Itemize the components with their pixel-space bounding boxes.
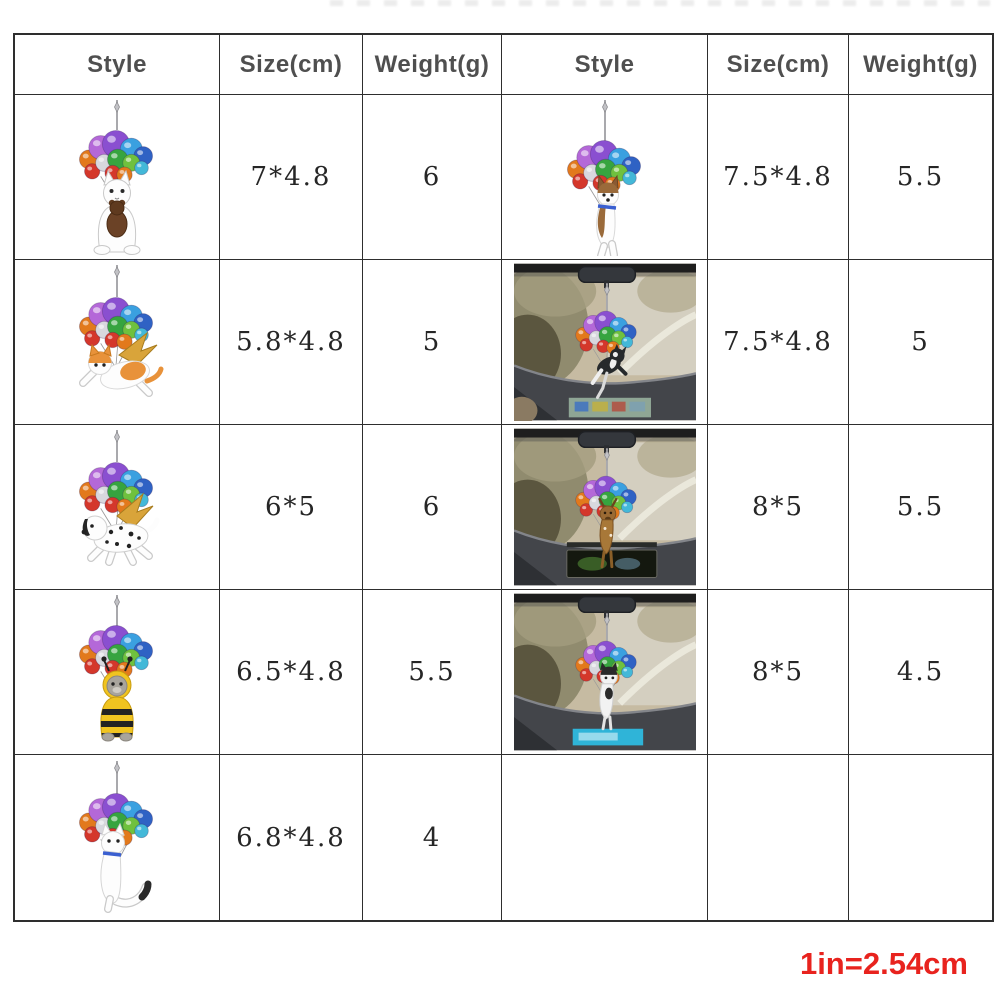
weight-value: 5.5 [849,425,992,590]
winged-dalmatian-balloon-pendant [42,428,192,586]
size-value: 7*4.8 [220,95,363,260]
cropped-text-fragment [330,0,990,6]
header-size-left: Size(cm) [220,35,363,95]
brown-puppy-balloon-pendant [530,98,680,256]
white-cat-teddy-balloon-pendant [42,98,192,256]
size-value: 7.5*4.8 [708,260,849,425]
style-cell [15,260,220,425]
header-weight-right: Weight(g) [849,35,992,95]
size-value: 6*5 [220,425,363,590]
header-weight-left: Weight(g) [363,35,502,95]
header-size-right: Size(cm) [708,35,849,95]
weight-value: 6 [363,95,502,260]
size-value [708,755,849,920]
style-cell [15,755,220,920]
header-style-left: Style [15,35,220,95]
white-cat-balloon-pendant [42,759,192,917]
style-cell [15,95,220,260]
header-style-right: Style [502,35,708,95]
style-cell [502,590,708,755]
winged-orange-cat-balloon-pendant [42,263,192,421]
size-value: 6.5*4.8 [220,590,363,755]
style-cell [502,260,708,425]
style-cell [502,425,708,590]
size-value: 8*5 [708,425,849,590]
car-photo-deer-balloon-pendant [513,428,696,586]
size-value: 7.5*4.8 [708,95,849,260]
weight-value: 5 [363,260,502,425]
style-cell [502,95,708,260]
weight-value: 5.5 [849,95,992,260]
size-value: 8*5 [708,590,849,755]
weight-value: 5 [849,260,992,425]
style-cell [15,590,220,755]
bee-costume-cat-balloon-pendant [42,593,192,751]
style-cell [15,425,220,590]
car-photo-puppy-balloon-pendant [513,593,696,751]
unit-conversion-note: 1in=2.54cm [799,946,968,981]
weight-value [849,755,992,920]
weight-value: 4.5 [849,590,992,755]
weight-value: 5.5 [363,590,502,755]
size-chart-table: Style Size(cm) Weight(g) Style Size(cm) … [13,33,994,922]
car-photo-black-white-dog-balloon-pendant [513,263,696,421]
weight-value: 6 [363,425,502,590]
weight-value: 4 [363,755,502,920]
size-value: 6.8*4.8 [220,755,363,920]
size-value: 5.8*4.8 [220,260,363,425]
style-cell-empty [502,755,708,920]
